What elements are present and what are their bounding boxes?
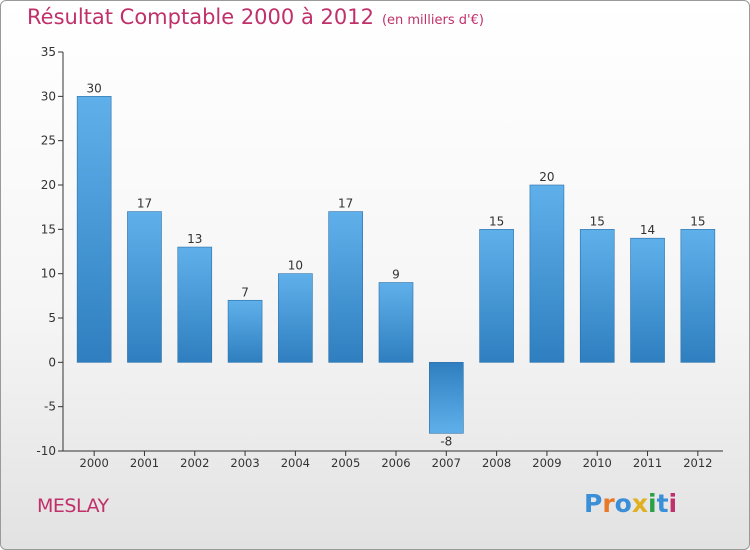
- data-label-2008: 15: [489, 214, 504, 228]
- y-tick-label: 0: [48, 355, 56, 369]
- logo-letter: P: [584, 489, 603, 518]
- y-tick-label: -5: [44, 400, 56, 414]
- bar-2010: [579, 229, 615, 363]
- data-label-2011: 14: [640, 223, 655, 237]
- data-label-2006: 9: [392, 268, 400, 282]
- data-label-2005: 17: [338, 197, 353, 211]
- bar-2008: [479, 229, 514, 363]
- bar-2004: [278, 273, 313, 363]
- bar-2006: [378, 282, 414, 363]
- x-tick-label: 2000: [80, 456, 109, 470]
- x-tick-label: 2004: [281, 456, 310, 470]
- data-label-2002: 13: [187, 232, 202, 246]
- bar-2007: [429, 362, 464, 434]
- x-tick-label: 2006: [381, 456, 410, 470]
- bar-2009: [529, 184, 565, 363]
- data-label-2007: -8: [440, 434, 452, 448]
- bar-2005: [328, 211, 363, 363]
- x-tick-label: 2007: [432, 456, 461, 470]
- x-tick-label: 2001: [130, 456, 159, 470]
- chart-unit: (en milliers d'€): [381, 13, 484, 28]
- bar-2002: [177, 246, 213, 363]
- data-label-2012: 15: [690, 214, 705, 228]
- y-tick-label: 5: [48, 311, 56, 325]
- data-label-2004: 10: [288, 259, 303, 273]
- logo-letter: x: [631, 489, 648, 518]
- bar-2012: [680, 229, 716, 363]
- bar-2001: [127, 211, 162, 363]
- bar-2003: [227, 299, 263, 363]
- y-tick-label: 10: [41, 267, 56, 281]
- logo-letter: i: [648, 489, 657, 518]
- y-tick-label: 20: [41, 178, 56, 192]
- data-label-2001: 17: [137, 197, 152, 211]
- logo-letter: i: [668, 489, 678, 518]
- data-label-2009: 20: [539, 170, 554, 184]
- x-tick-label: 2012: [683, 456, 712, 470]
- x-tick-label: 2010: [583, 456, 612, 470]
- x-tick-label: 2011: [633, 456, 662, 470]
- data-label-2000: 30: [87, 81, 102, 95]
- bar-2000: [76, 96, 112, 363]
- x-tick-label: 2002: [180, 456, 209, 470]
- x-tick-label: 2008: [482, 456, 511, 470]
- bar-2011: [630, 237, 665, 363]
- y-tick-label: 15: [41, 222, 56, 236]
- y-tick-label: 35: [41, 45, 56, 59]
- x-tick-label: 2009: [532, 456, 561, 470]
- proxiti-logo: Proxiti: [584, 489, 677, 518]
- logo-letter: t: [656, 489, 669, 518]
- logo-letter: o: [614, 489, 632, 518]
- x-tick-label: 2005: [331, 456, 360, 470]
- data-label-2003: 7: [241, 285, 249, 299]
- y-tick-label: 25: [41, 134, 56, 148]
- logo-letter: r: [602, 489, 615, 518]
- y-tick-label: 30: [41, 89, 56, 103]
- data-label-2010: 15: [590, 214, 605, 228]
- commune-name: MESLAY: [37, 495, 109, 517]
- x-tick-label: 2003: [230, 456, 259, 470]
- chart-title: Résultat Comptable 2000 à 2012 (en millie…: [27, 5, 484, 29]
- y-tick-label: -10: [36, 444, 56, 458]
